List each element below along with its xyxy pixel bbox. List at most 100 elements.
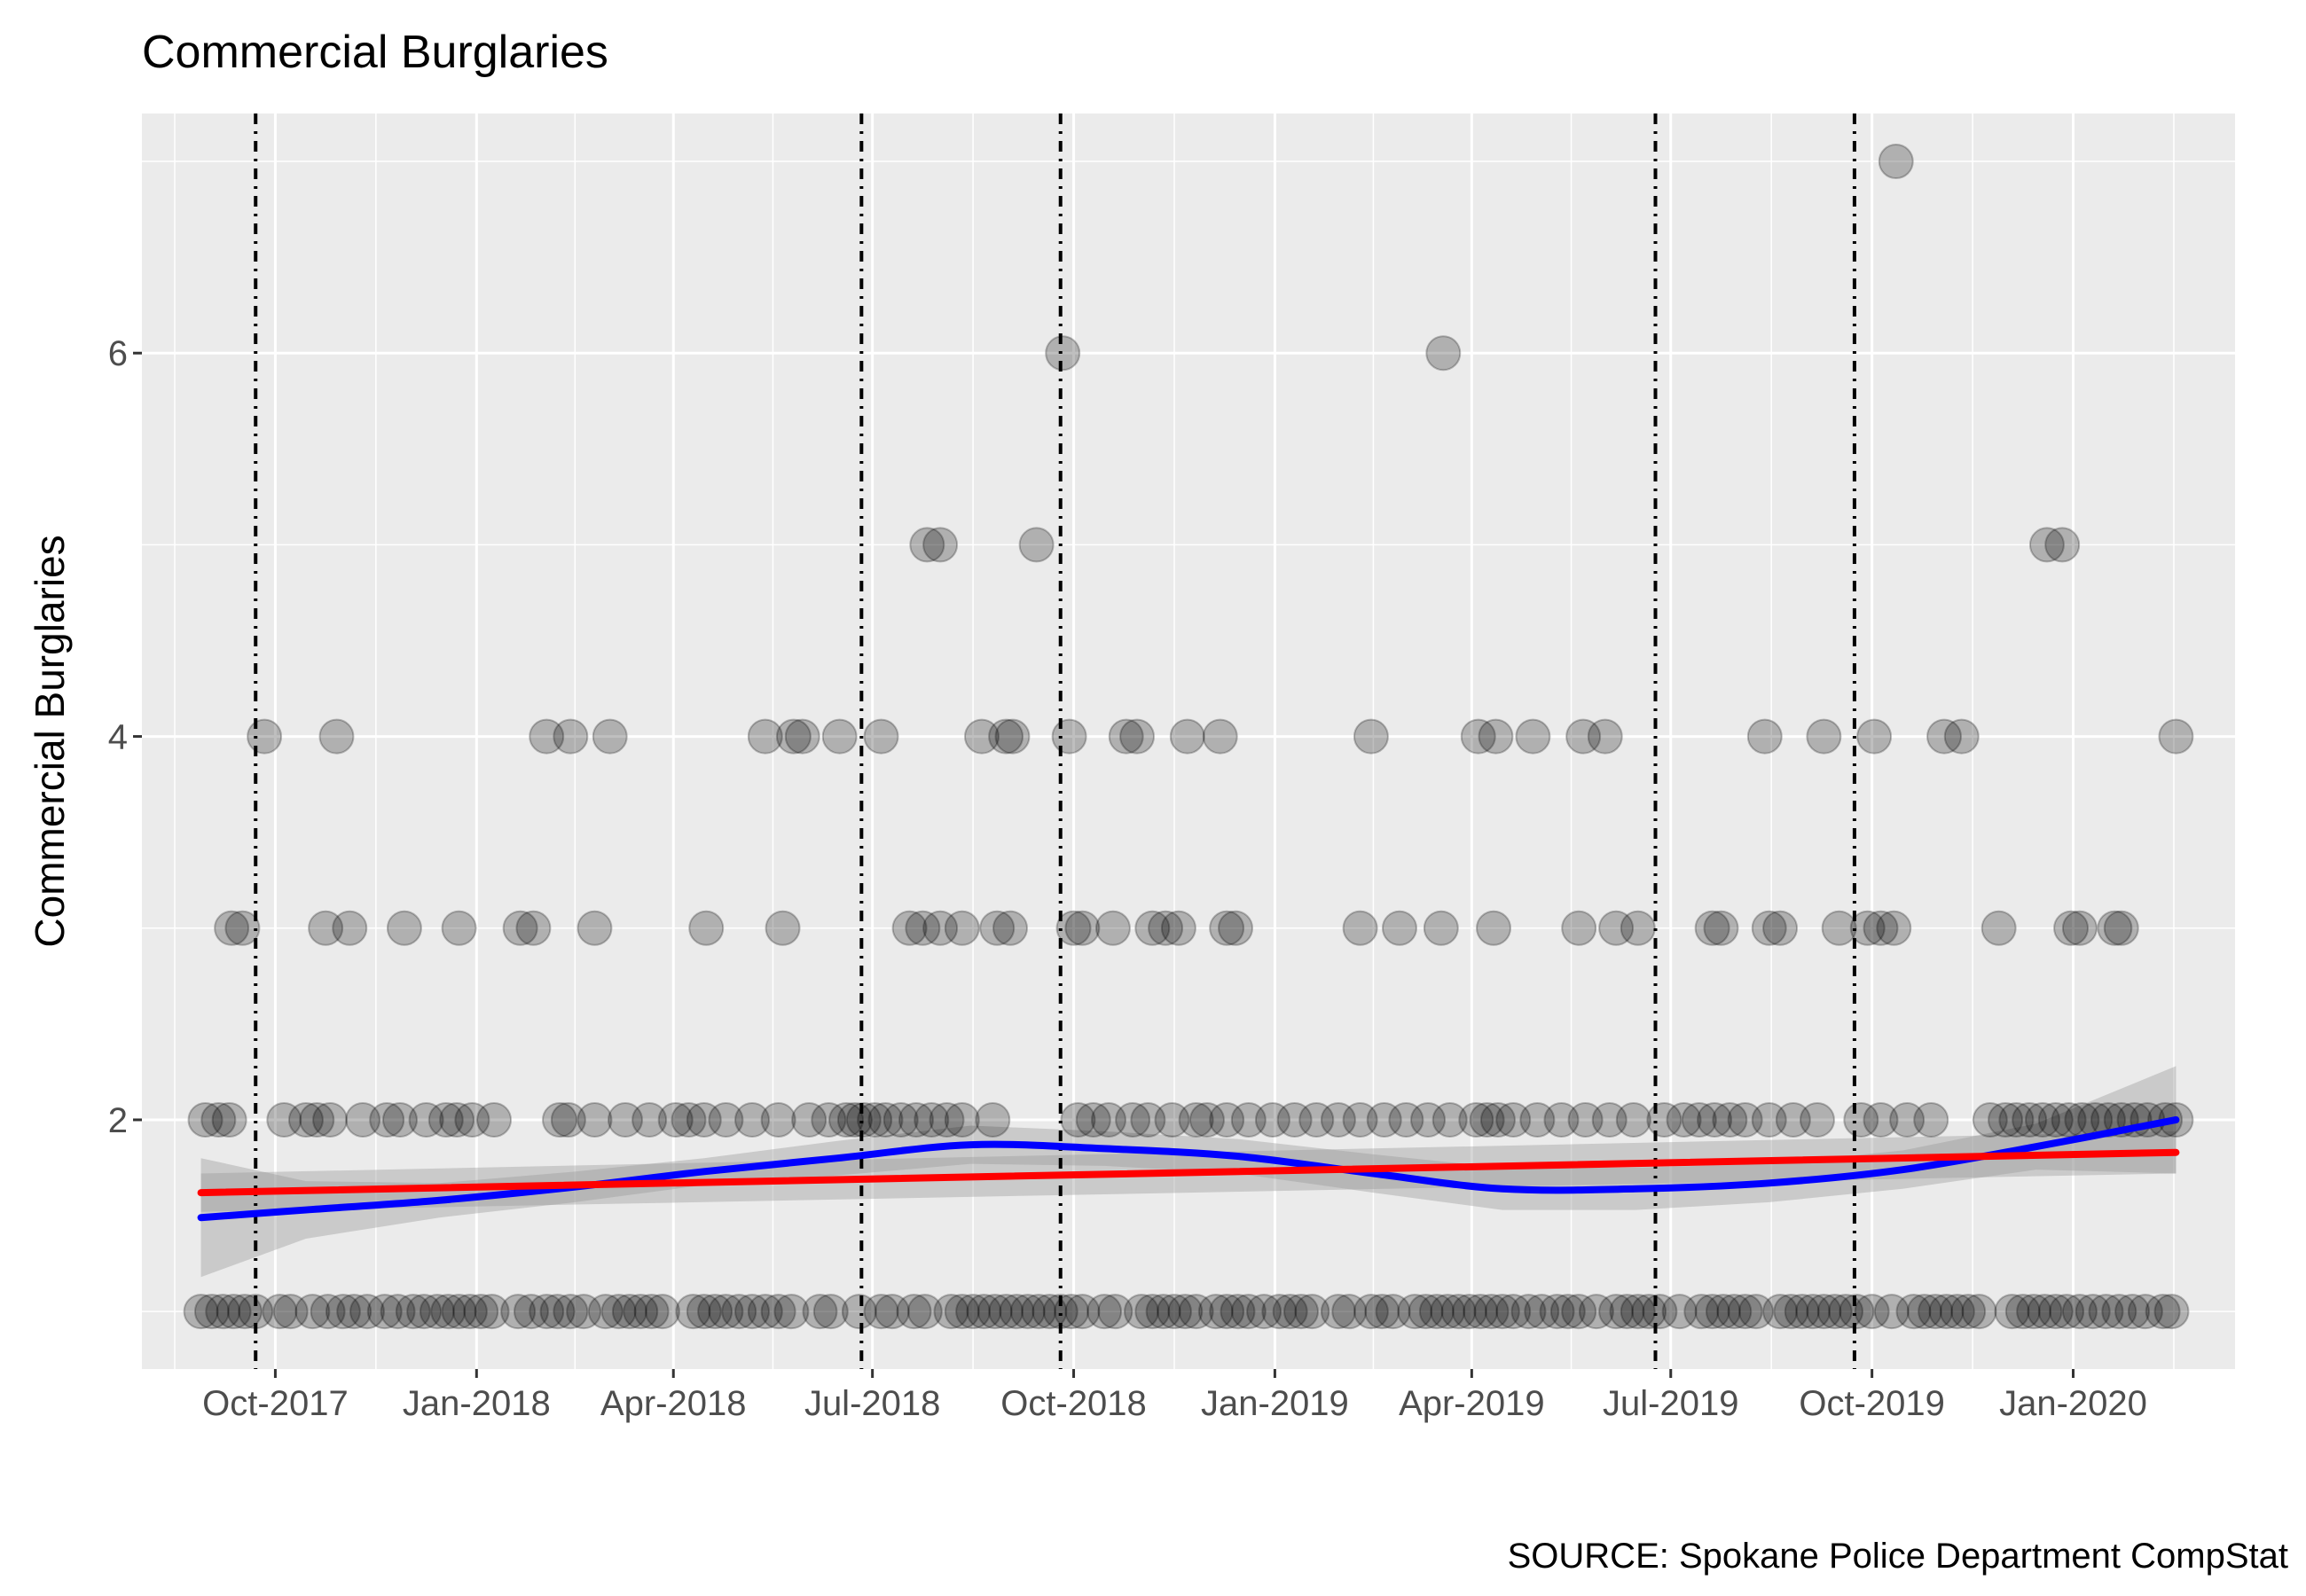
- data-point: [914, 1101, 950, 1138]
- data-point: [1178, 1101, 1214, 1138]
- data-point: [863, 718, 899, 755]
- data-point: [1591, 1101, 1628, 1138]
- data-point: [1863, 910, 1899, 946]
- data-point: [1565, 718, 1602, 755]
- data-point: [439, 1101, 475, 1138]
- data-point: [944, 910, 980, 946]
- data-point: [216, 1294, 252, 1330]
- data-point: [933, 1294, 969, 1330]
- data-point: [1167, 1294, 1204, 1330]
- data-point: [349, 1294, 386, 1330]
- data-point: [1727, 1101, 1763, 1138]
- data-point: [1425, 335, 1462, 372]
- data-point: [1784, 1294, 1820, 1330]
- data-point: [529, 1294, 565, 1330]
- data-point: [553, 1294, 589, 1330]
- data-point: [1683, 1294, 1720, 1330]
- data-point: [2028, 527, 2065, 563]
- data-point: [1148, 910, 1184, 946]
- data-point: [1737, 1294, 1774, 1330]
- data-point: [1423, 910, 1459, 946]
- data-point: [1839, 1294, 1875, 1330]
- data-point: [1694, 1294, 1730, 1330]
- data-point: [1197, 1294, 1234, 1330]
- data-point: [200, 1101, 237, 1138]
- data-point: [1115, 1101, 1151, 1138]
- data-point: [1495, 1101, 1532, 1138]
- x-tick-label: Jul-2018: [804, 1384, 940, 1423]
- data-point: [1375, 1294, 1411, 1330]
- data-point: [576, 1101, 613, 1138]
- data-point: [2024, 1101, 2060, 1138]
- data-point: [1094, 910, 1131, 946]
- x-tick-label: Oct-2017: [202, 1384, 349, 1423]
- data-point: [1075, 1101, 1111, 1138]
- data-point: [441, 1294, 477, 1330]
- data-point: [977, 1294, 1013, 1330]
- data-point: [802, 1294, 838, 1330]
- x-tick-label: Jul-2019: [1603, 1384, 1738, 1423]
- data-point: [211, 1101, 247, 1138]
- data-point: [205, 1294, 241, 1330]
- data-point: [1515, 718, 1551, 755]
- data-point: [2016, 1294, 2052, 1330]
- data-point: [1458, 1101, 1494, 1138]
- data-point: [1705, 1294, 1741, 1330]
- data-point: [944, 1294, 980, 1330]
- data-point: [867, 1101, 904, 1138]
- data-point: [332, 910, 368, 946]
- data-point: [657, 1101, 694, 1138]
- data-point: [1998, 1101, 2035, 1138]
- data-point: [1598, 910, 1635, 946]
- data-point: [1009, 1294, 1046, 1330]
- data-point: [2114, 1294, 2151, 1330]
- data-point: [1320, 1294, 1356, 1330]
- data-point: [1620, 1294, 1656, 1330]
- data-point: [1746, 718, 1783, 755]
- data-point: [922, 910, 959, 946]
- data-point: [369, 1101, 405, 1138]
- data-point: [1478, 718, 1514, 755]
- data-point: [1873, 1294, 1910, 1330]
- data-point: [2061, 910, 2098, 946]
- data-point: [1913, 1101, 1949, 1138]
- data-point: [1209, 1294, 1245, 1330]
- data-point: [441, 910, 477, 946]
- data-point: [721, 1294, 757, 1330]
- data-point: [474, 1294, 510, 1330]
- data-point: [345, 1101, 381, 1138]
- data-point: [909, 527, 945, 563]
- data-point: [1188, 1101, 1225, 1138]
- data-point: [1254, 1101, 1290, 1138]
- data-point: [1712, 1101, 1748, 1138]
- data-point: [1561, 1294, 1597, 1330]
- data-point: [451, 1294, 488, 1330]
- data-point: [294, 1294, 331, 1330]
- data-point: [607, 1101, 643, 1138]
- data-point: [708, 1294, 744, 1330]
- data-point: [1773, 1294, 1809, 1330]
- data-point: [988, 718, 1024, 755]
- data-point: [310, 1294, 346, 1330]
- data-point: [2088, 1294, 2124, 1330]
- data-point: [979, 910, 1016, 946]
- data-point: [1476, 910, 1512, 946]
- data-point: [515, 910, 552, 946]
- data-point: [1878, 144, 1914, 180]
- data-point: [318, 718, 355, 755]
- data-point: [734, 1294, 771, 1330]
- data-point: [1230, 1294, 1267, 1330]
- data-point: [747, 1294, 783, 1330]
- data-point: [2049, 1294, 2085, 1330]
- data-point: [1609, 1294, 1645, 1330]
- data-point: [1123, 1294, 1159, 1330]
- y-axis: 2 4 6: [108, 334, 142, 1140]
- data-point: [1762, 1294, 1799, 1330]
- data-point: [1018, 527, 1055, 563]
- data-point: [299, 1101, 335, 1138]
- data-point: [1751, 1101, 1787, 1138]
- data-point: [1261, 1294, 1298, 1330]
- data-point: [1854, 1294, 1890, 1330]
- data-point: [183, 1294, 219, 1330]
- data-point: [592, 718, 628, 755]
